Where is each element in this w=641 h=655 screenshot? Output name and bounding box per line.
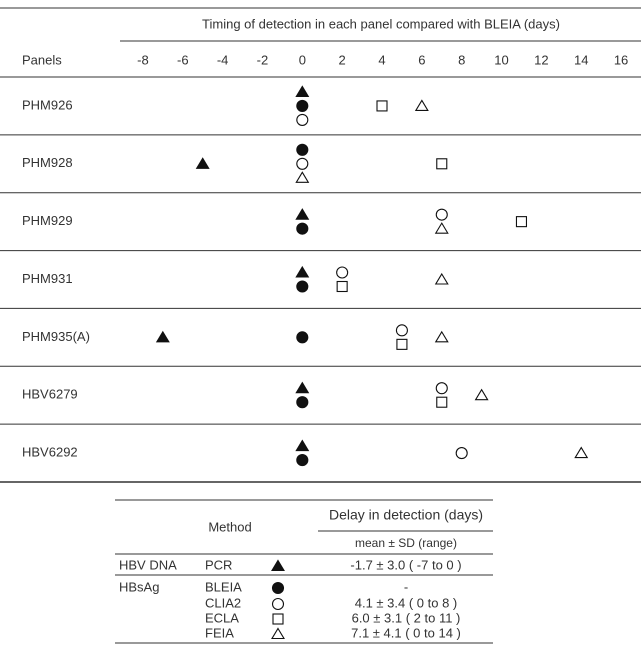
marker	[515, 216, 528, 228]
x-tick-label: -6	[177, 52, 189, 67]
marker	[295, 208, 310, 220]
marker	[295, 265, 310, 278]
method-name: BLEIA	[205, 579, 242, 594]
marker	[296, 396, 309, 409]
group-label: HBV DNA	[119, 557, 177, 572]
row-label: HBV6292	[22, 445, 78, 460]
legend-symbol	[271, 627, 285, 640]
marker	[296, 143, 309, 156]
legend-symbol	[271, 581, 285, 595]
chart-title: Timing of detection in each panel compar…	[202, 16, 560, 31]
method-name: CLIA2	[205, 595, 241, 610]
delay-value: 6.0 ± 3.1 ( 2 to 11 )	[352, 610, 461, 625]
marker	[434, 330, 449, 343]
delay-header: Delay in detection (days)	[329, 507, 483, 523]
method-name: FEIA	[205, 625, 234, 640]
x-tick-label: 6	[418, 52, 425, 67]
x-tick-label: -2	[257, 52, 269, 67]
group-label: HBsAg	[119, 579, 159, 594]
x-tick-label: 12	[534, 52, 548, 67]
method-header: Method	[208, 519, 251, 534]
x-tick-label: -4	[217, 52, 229, 67]
row-label: HBV6279	[22, 387, 78, 402]
x-tick-label: -8	[137, 52, 149, 67]
marker	[336, 280, 348, 293]
marker	[435, 208, 448, 221]
delay-subheader: mean ± SD (range)	[355, 536, 457, 550]
x-tick-label: 4	[378, 52, 385, 67]
marker	[296, 222, 309, 235]
x-tick-label: 8	[458, 52, 465, 67]
marker	[295, 439, 310, 452]
x-tick-label: 2	[339, 52, 346, 67]
marker	[195, 157, 210, 169]
legend-symbol	[271, 597, 285, 611]
delay-value: 7.1 ± 4.1 ( 0 to 14 )	[351, 625, 461, 640]
x-tick-label: 16	[614, 52, 628, 67]
marker	[574, 446, 589, 459]
row-header: Panels	[22, 52, 62, 67]
marker	[396, 338, 408, 350]
marker	[296, 99, 309, 112]
legend-symbol	[271, 559, 285, 572]
marker	[434, 272, 449, 285]
marker	[435, 382, 448, 395]
marker	[455, 447, 468, 460]
x-tick-label: 10	[494, 52, 508, 67]
marker	[436, 396, 448, 408]
marker	[474, 388, 489, 401]
delay-value: -1.7 ± 3.0 ( -7 to 0 )	[350, 557, 461, 572]
marker	[296, 331, 309, 344]
marker	[414, 99, 429, 111]
method-name: PCR	[205, 557, 232, 572]
row-label: PHM928	[22, 155, 73, 170]
row-label: PHM931	[22, 271, 73, 286]
marker	[296, 280, 309, 293]
x-tick-label: 14	[574, 52, 588, 67]
marker	[434, 222, 449, 234]
marker	[395, 324, 408, 337]
marker	[376, 100, 388, 112]
marker	[296, 454, 309, 467]
row-label: PHM926	[22, 97, 73, 112]
row-label: PHM929	[22, 213, 73, 228]
marker	[296, 113, 309, 126]
marker	[295, 85, 310, 97]
row-label: PHM935(A)	[22, 329, 90, 344]
legend-symbol	[272, 613, 284, 625]
marker	[436, 158, 448, 170]
delay-value: -	[404, 579, 408, 594]
marker	[296, 157, 309, 170]
marker	[155, 330, 170, 343]
marker	[336, 266, 349, 279]
marker	[295, 171, 310, 183]
method-name: ECLA	[205, 610, 239, 625]
delay-value: 4.1 ± 3.4 ( 0 to 8 )	[355, 595, 458, 610]
x-tick-label: 0	[299, 52, 306, 67]
marker	[295, 381, 310, 394]
